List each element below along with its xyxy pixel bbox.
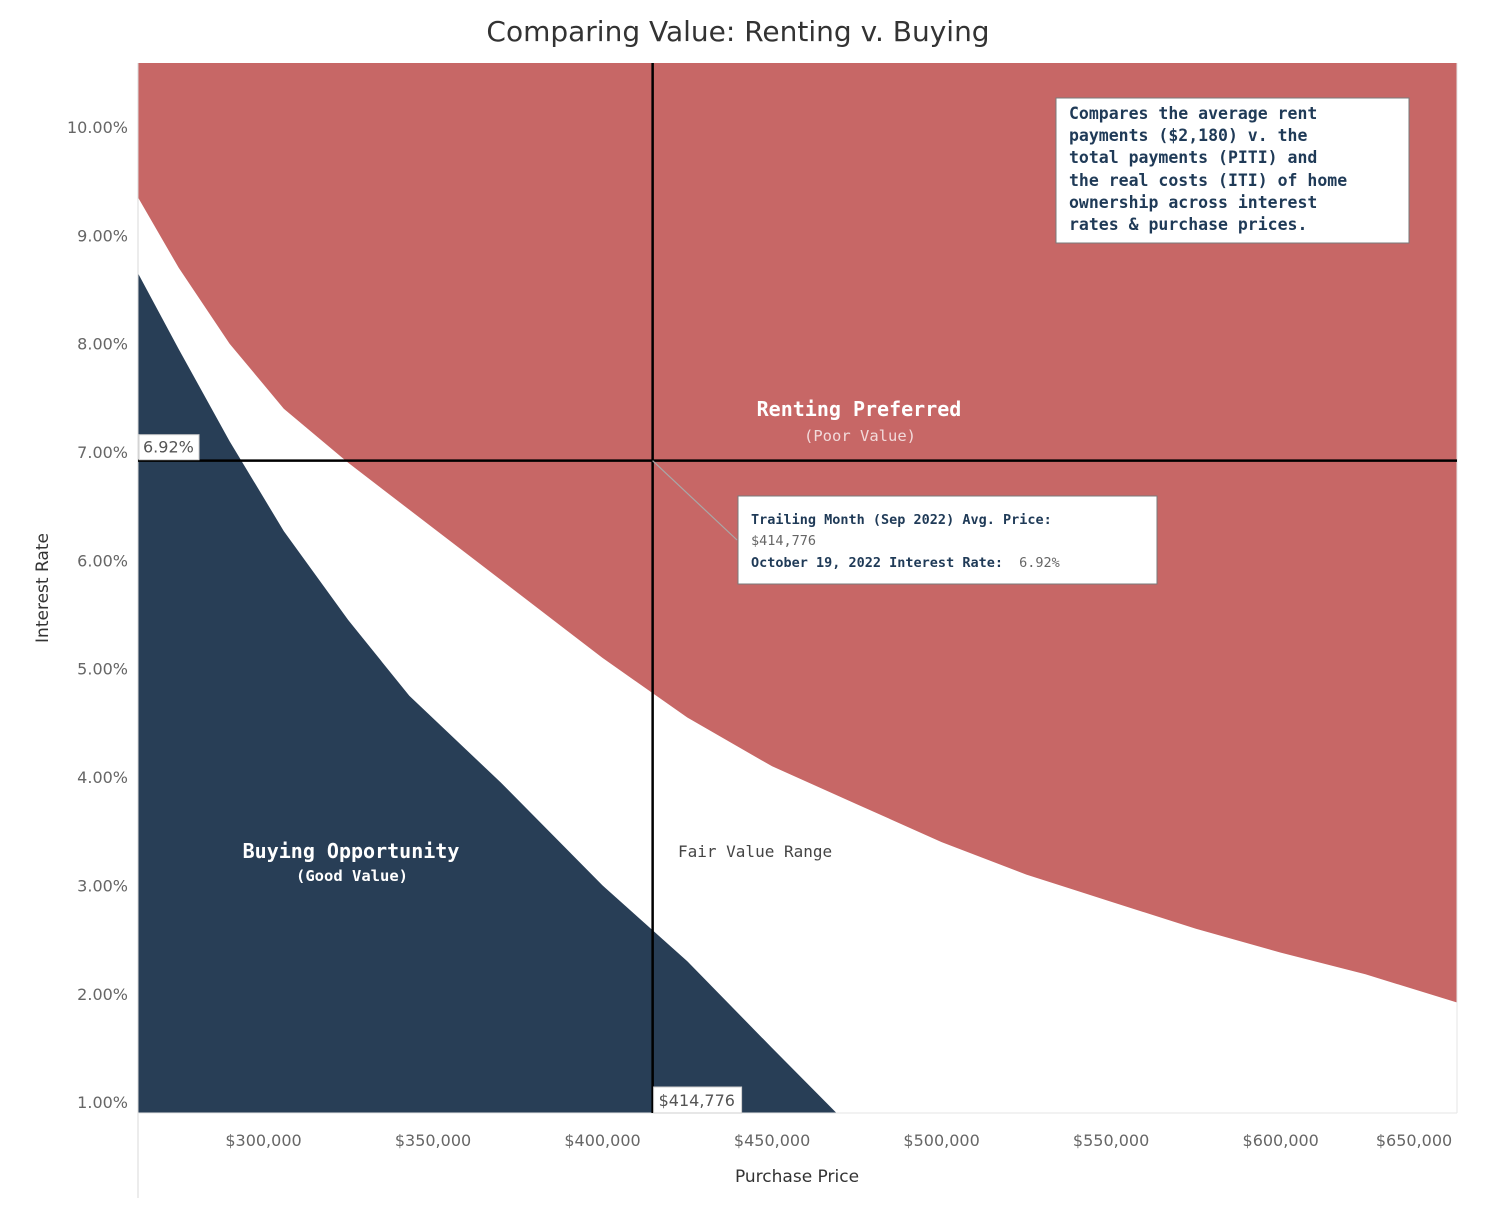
- y-axis-label: Interest Rate: [33, 533, 53, 643]
- x-tick-label: $450,000: [734, 1131, 810, 1150]
- callout-box: [737, 495, 1158, 585]
- callout-leader-line: [652, 460, 738, 541]
- y-ref-label: 6.92%: [138, 434, 200, 461]
- fair-value-range-label: Fair Value Range: [678, 842, 832, 861]
- y-tick-label: 4.00%: [77, 768, 128, 787]
- note-line: rates & purchase prices.: [1069, 215, 1307, 234]
- good-value-label: (Good Value): [296, 867, 408, 885]
- note-line: ownership across interest: [1069, 193, 1317, 212]
- info-note-box: [1055, 97, 1410, 244]
- buying-opportunity-label: Buying Opportunity: [243, 839, 460, 863]
- x-tick-label: $650,000: [1376, 1131, 1452, 1150]
- y-tick-label: 2.00%: [77, 985, 128, 1004]
- svg-text:October 19, 2022 Interest Rate: October 19, 2022 Interest Rate: 6.92%: [751, 555, 1060, 571]
- x-tick-label: $500,000: [903, 1131, 979, 1150]
- note-line: Compares the average rent: [1069, 104, 1317, 123]
- y-ref-label-box: [138, 434, 200, 461]
- x-tick-label: $350,000: [395, 1131, 471, 1150]
- y-tick-label: 7.00%: [77, 443, 128, 462]
- y-tick-label: 9.00%: [77, 226, 128, 245]
- x-tick-label: $550,000: [1073, 1131, 1149, 1150]
- chart-title: Comparing Value: Renting v. Buying: [486, 15, 989, 48]
- x-tick-label: $400,000: [564, 1131, 640, 1150]
- info-note: Compares the average rent payments ($2,1…: [1055, 97, 1410, 244]
- note-line: payments ($2,180) v. the: [1069, 126, 1307, 145]
- y-tick-label: 1.00%: [77, 1093, 128, 1112]
- y-tick-label: 8.00%: [77, 335, 128, 354]
- y-tick-label: 6.00%: [77, 551, 128, 570]
- note-line: total payments (PITI) and: [1069, 148, 1317, 167]
- x-axis-label: Purchase Price: [735, 1167, 859, 1187]
- callout-price-label: Trailing Month (Sep 2022) Avg. Price:: [751, 512, 1052, 528]
- note-line: the real costs (ITI) of home: [1069, 171, 1347, 190]
- renting-preferred-label: Renting Preferred: [757, 397, 962, 421]
- x-tick-label: $300,000: [225, 1131, 301, 1150]
- x-tick-label: $600,000: [1243, 1131, 1319, 1150]
- y-tick-label: 5.00%: [77, 660, 128, 679]
- x-ref-label-box: [653, 1086, 743, 1114]
- callout-price-value: $414,776: [751, 533, 816, 549]
- callout-rate-label: October 19, 2022 Interest Rate:: [751, 555, 1003, 571]
- x-ref-label-text: $414,776: [659, 1091, 735, 1110]
- poor-value-label: (Poor Value): [804, 427, 916, 445]
- y-ref-label-text: 6.92%: [143, 438, 194, 457]
- y-tick-label: 10.00%: [67, 118, 128, 137]
- current-point-callout: Trailing Month (Sep 2022) Avg. Price: $4…: [652, 460, 1158, 585]
- x-ref-label: $414,776: [653, 1086, 743, 1114]
- y-tick-label: 3.00%: [77, 876, 128, 895]
- buying-opportunity-zone: [138, 273, 837, 1113]
- callout-rate-value: 6.92%: [1019, 555, 1060, 571]
